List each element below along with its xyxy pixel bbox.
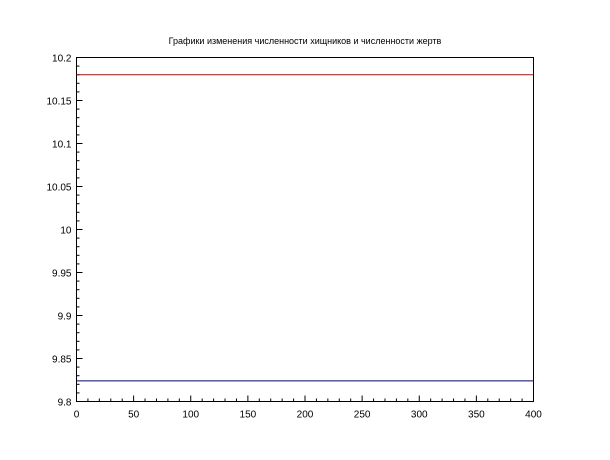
y-tick-label: 10.2 — [52, 54, 72, 65]
y-axis: 9.8 9.85 9.9 9.95 10 10.05 10.1 10.15 10.2 — [46, 54, 83, 409]
x-tick-label: 250 — [354, 410, 371, 421]
x-tick-label: 300 — [411, 410, 428, 421]
axes-frame — [76, 57, 534, 402]
y-tick-label: 10.15 — [46, 97, 71, 108]
x-tick-label: 350 — [468, 410, 485, 421]
y-tick-label: 10.1 — [52, 140, 72, 151]
y-tick-label: 9.8 — [58, 398, 72, 409]
y-tick-label: 9.85 — [52, 355, 72, 366]
x-tick-label: 100 — [182, 410, 199, 421]
x-tick-label: 400 — [525, 410, 542, 421]
x-tick-label: 150 — [240, 410, 257, 421]
x-tick-label: 0 — [74, 410, 80, 421]
x-axis: 0 50 100 150 200 250 300 350 400 — [74, 395, 542, 421]
x-tick-label: 200 — [297, 410, 314, 421]
y-tick-label: 9.9 — [58, 312, 72, 323]
series-layer — [76, 74, 534, 382]
y-tick-label: 10.05 — [46, 183, 71, 194]
y-tick-label: 10 — [60, 226, 72, 237]
y-tick-label: 9.95 — [52, 269, 72, 280]
chart-title: Графики изменения численности хищников и… — [169, 36, 442, 46]
x-tick-label: 50 — [128, 410, 140, 421]
